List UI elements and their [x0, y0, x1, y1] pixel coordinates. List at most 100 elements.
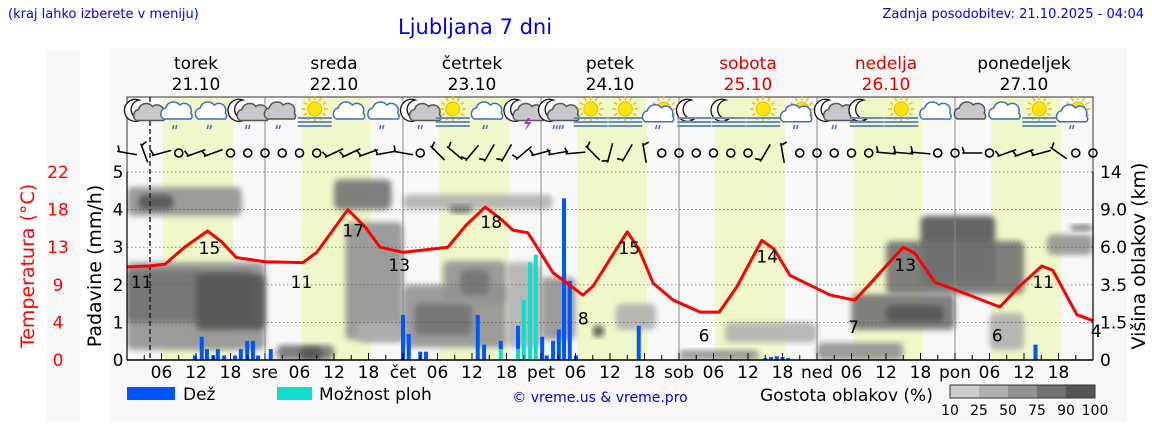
sun-ray [1027, 101, 1032, 106]
rain-bar [574, 355, 579, 360]
barb-shaft [324, 148, 344, 158]
sun-ray [1081, 97, 1085, 102]
moon-shape [710, 98, 732, 122]
rain-bar [636, 325, 641, 360]
barb-shaft [500, 143, 513, 163]
barb-feather [117, 145, 120, 152]
showers-bar [521, 299, 526, 360]
cloud-rain-icon [470, 101, 504, 130]
x-tick-label: 18 [772, 363, 794, 383]
cloud-rain-icon [367, 101, 400, 130]
temperature-label: 11 [291, 273, 313, 293]
temp-axis-panel [47, 50, 80, 422]
rain-legend-swatch [127, 387, 175, 400]
cloud-legend-tick: 75 [1028, 403, 1046, 419]
sun-ray [889, 112, 894, 117]
rain-drop [655, 124, 658, 130]
rain-drop [209, 124, 212, 130]
rain-bar [222, 355, 227, 360]
sun-fog-icon [435, 96, 470, 127]
precip-tick-label: 3 [113, 238, 124, 258]
rain-drop [278, 124, 281, 130]
x-tick-label: čet [390, 363, 417, 383]
temperature-series: 11 15 11 17 13 18 8 15 6 14 7 13 6 11 4 [126, 205, 1102, 347]
day-date: 25.10 [724, 75, 773, 95]
barb-shaft [641, 143, 648, 163]
sun-disc [583, 101, 599, 117]
barb-shaft [875, 151, 897, 155]
rain-bar [268, 349, 273, 360]
cloud-region [196, 274, 265, 330]
x-tick-label: 12 [875, 363, 897, 383]
cloud-region [357, 322, 403, 343]
sun-ray [598, 112, 603, 117]
rain-bar [482, 344, 487, 360]
axes: 06 12 18 sre 06 12 18 čet 06 12 18 pet 06 12 18 sob 06 12… [17, 163, 1150, 383]
x-tick-label: 18 [358, 363, 380, 383]
showers-bar [516, 349, 520, 360]
rain-drop [206, 124, 209, 130]
rain-drop [382, 124, 385, 130]
moon-fog-icon [848, 98, 884, 127]
rain-bar [245, 340, 250, 360]
temperature-label: 18 [480, 213, 502, 233]
x-tick-label: 06 [565, 363, 587, 383]
rain-drop [831, 124, 834, 130]
sun-ray [805, 97, 809, 102]
wind-barb-icon [1029, 149, 1052, 157]
wind-barb-icon [140, 140, 149, 163]
sun-ray [770, 101, 775, 106]
rain-bar [498, 340, 503, 350]
sun-ray [303, 101, 308, 106]
temperature-label: 11 [131, 273, 153, 293]
precip-tick-label: 0 [113, 351, 124, 371]
cloud-legend-tick: 90 [1057, 403, 1075, 419]
rain-bar [786, 358, 791, 360]
barb-shaft [1049, 146, 1068, 160]
cloud-shape [546, 102, 580, 122]
calm-wind-icon [863, 148, 874, 158]
sun-fog-icon [1022, 96, 1057, 127]
wind-barb-icon [496, 143, 513, 163]
rain-bar [204, 349, 209, 360]
calm-wind-icon [415, 148, 426, 158]
cloud-region [592, 324, 605, 338]
barb-shaft [1031, 149, 1052, 157]
day-name: nedelja [855, 54, 917, 74]
rain-bar [540, 336, 545, 360]
x-tick-label: 06 [703, 363, 725, 383]
temp-tick-label: 9 [53, 276, 64, 296]
moon-shape [675, 98, 697, 122]
calm-wind-icon [794, 148, 805, 158]
sun-ray [1046, 101, 1051, 106]
barb-feather [586, 141, 591, 148]
barb-shaft [464, 144, 480, 162]
moon-thunder-icon [503, 98, 546, 131]
sun-ray [613, 112, 618, 117]
barb-feather [961, 146, 966, 154]
x-tick-label: 12 [323, 363, 345, 383]
wind-barb-icon [564, 147, 586, 155]
cloud-shape [408, 102, 442, 122]
x-tick-label: 12 [185, 363, 207, 383]
sun-disc [1031, 101, 1047, 117]
wind-barb-icon [511, 145, 532, 161]
precip-axis-title: Padavine (mm/h) [84, 185, 106, 348]
cloud-region [414, 303, 472, 335]
x-tick-label: 06 [841, 363, 863, 383]
sun-ray [894, 97, 898, 102]
grey-cloud-icon [953, 101, 987, 120]
wind-barb-icon [393, 145, 413, 156]
temperature-label: 14 [756, 247, 778, 267]
temp-tick-label: 18 [47, 201, 69, 221]
page-title: Ljubljana 7 dni [398, 15, 553, 39]
sun-ray [905, 97, 909, 102]
cloud-region [345, 222, 403, 340]
barb-shaft [483, 143, 495, 163]
barb-feather [642, 141, 650, 146]
barb-feather [478, 157, 486, 161]
wind-barb-icon [356, 148, 379, 158]
cloud-region [460, 269, 490, 295]
cloud-legend-swatch [979, 385, 1008, 398]
wind-barb-icon [641, 141, 650, 163]
